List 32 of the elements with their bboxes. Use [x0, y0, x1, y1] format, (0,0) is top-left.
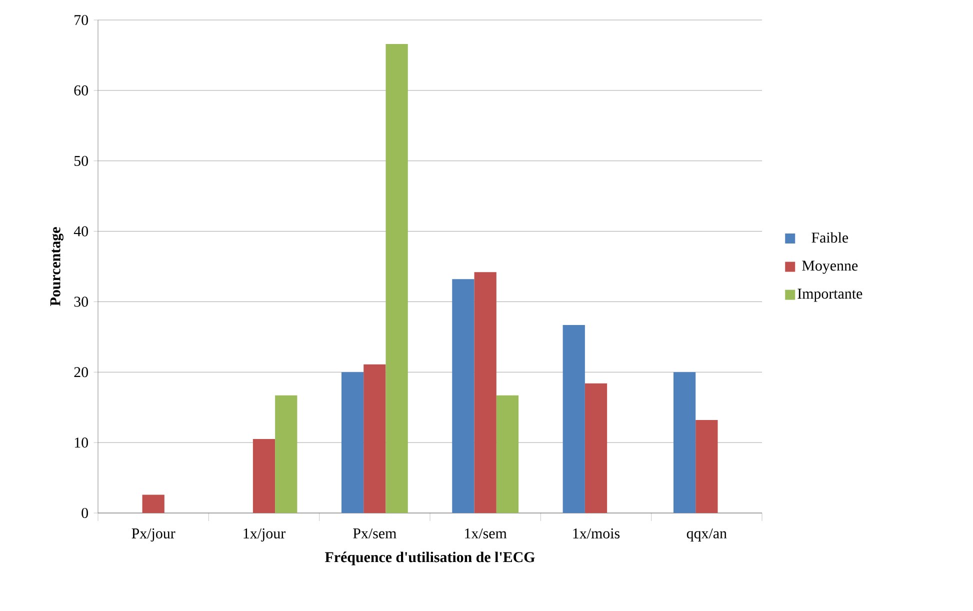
y-tick-label: 0: [82, 508, 88, 518]
y-tick-label: 20: [74, 367, 88, 378]
bar: [696, 420, 718, 513]
y-tick-label: 60: [74, 85, 88, 96]
bar: [142, 494, 164, 513]
y-tick-label: 70: [74, 14, 88, 26]
y-tick-label: 30: [74, 296, 88, 307]
bar: [252, 439, 276, 513]
y-tick-label: 10: [74, 438, 88, 448]
bar: [275, 395, 298, 513]
x-tick-label: qqx/an: [686, 528, 727, 542]
bar: [364, 364, 386, 513]
bar: [341, 372, 364, 513]
bar: [496, 395, 519, 513]
legend-label: Faible: [812, 232, 848, 243]
x-tick-label: Px/jour: [132, 528, 176, 542]
bar: [673, 372, 696, 513]
bar: [452, 279, 474, 513]
bar: [386, 44, 408, 513]
x-tick-label: 1x/sem: [465, 528, 507, 538]
x-axis-title: Fréquence d'utilisation de l'ECG: [325, 552, 535, 566]
bar: [474, 272, 496, 513]
x-tick-label: 1x/jour: [244, 528, 286, 542]
legend-label: Moyenne: [802, 260, 858, 274]
y-axis-title: Pourcentage: [50, 227, 64, 306]
y-tick-label: 40: [74, 226, 88, 236]
bar: [584, 383, 608, 513]
x-tick-label: Px/sem: [353, 528, 396, 538]
bar: [562, 324, 585, 513]
y-tick-label: 50: [74, 156, 88, 166]
legend-label: Importante: [798, 288, 862, 302]
x-tick-label: 1x/mois: [573, 528, 620, 538]
